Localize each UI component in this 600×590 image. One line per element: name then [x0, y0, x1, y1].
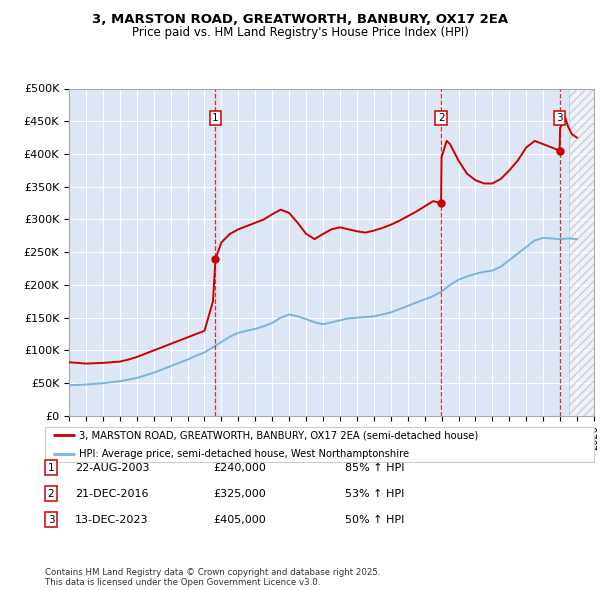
Text: 13-DEC-2023: 13-DEC-2023	[75, 515, 149, 525]
Text: 21-DEC-2016: 21-DEC-2016	[75, 489, 149, 499]
Text: 53% ↑ HPI: 53% ↑ HPI	[345, 489, 404, 499]
Text: £240,000: £240,000	[213, 463, 266, 473]
Text: 3: 3	[47, 515, 55, 525]
Text: 50% ↑ HPI: 50% ↑ HPI	[345, 515, 404, 525]
Text: £325,000: £325,000	[213, 489, 266, 499]
Text: Contains HM Land Registry data © Crown copyright and database right 2025.
This d: Contains HM Land Registry data © Crown c…	[45, 568, 380, 587]
Text: 3, MARSTON ROAD, GREATWORTH, BANBURY, OX17 2EA: 3, MARSTON ROAD, GREATWORTH, BANBURY, OX…	[92, 13, 508, 26]
Text: 85% ↑ HPI: 85% ↑ HPI	[345, 463, 404, 473]
Bar	[569, 88, 594, 416]
Text: 1: 1	[47, 463, 55, 473]
Text: 3: 3	[556, 113, 563, 123]
Text: 2: 2	[47, 489, 55, 499]
Text: 2: 2	[438, 113, 445, 123]
Text: £405,000: £405,000	[213, 515, 266, 525]
Text: 22-AUG-2003: 22-AUG-2003	[75, 463, 149, 473]
Text: 3, MARSTON ROAD, GREATWORTH, BANBURY, OX17 2EA (semi-detached house): 3, MARSTON ROAD, GREATWORTH, BANBURY, OX…	[79, 430, 478, 440]
Text: 1: 1	[212, 113, 219, 123]
Text: HPI: Average price, semi-detached house, West Northamptonshire: HPI: Average price, semi-detached house,…	[79, 449, 409, 459]
FancyBboxPatch shape	[45, 427, 594, 463]
Text: Price paid vs. HM Land Registry's House Price Index (HPI): Price paid vs. HM Land Registry's House …	[131, 26, 469, 39]
